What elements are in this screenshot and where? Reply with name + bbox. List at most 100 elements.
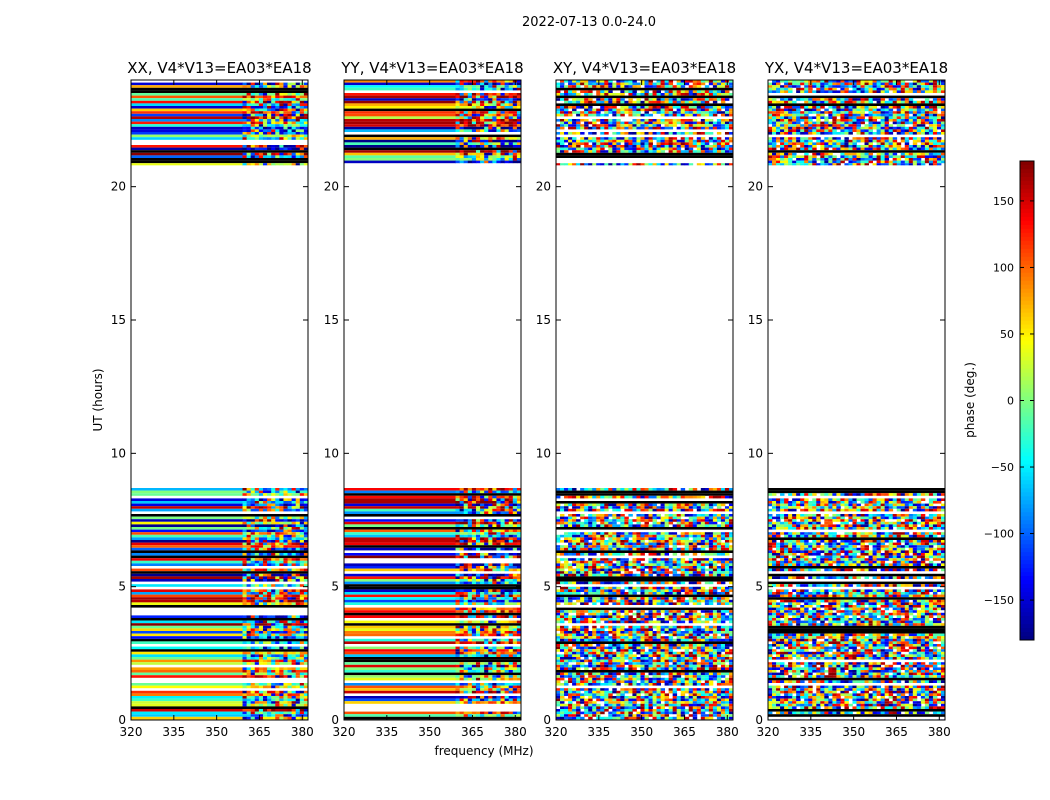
heatmap-cell [459,119,465,122]
heatmap-cell [291,540,297,543]
heatmap-cell [283,129,288,132]
heatmap-cell [279,547,284,551]
heatmap-cell [250,129,256,132]
heatmap-cell [500,119,506,122]
heatmap-cell [516,594,522,598]
heatmap-cell [283,516,288,520]
heatmap-cell [291,589,297,592]
heatmap-cell [267,163,272,166]
heatmap-cell [692,532,698,535]
heatmap-cell [576,495,581,499]
heatmap-cell [459,100,465,104]
heatmap-cell [303,670,309,673]
heatmap-cell [488,592,493,595]
heatmap-cell [596,545,601,548]
heatmap-cell [246,711,252,715]
heatmap-cell [508,488,514,491]
heatmap-cell [484,677,489,681]
heatmap-cell [459,511,465,514]
panel-background [131,80,308,720]
heatmap-cell [592,610,597,613]
heatmap-cell [246,597,252,600]
heatmap-cell [471,511,477,514]
heatmap-cell [299,625,305,629]
heatmap-cell [632,618,637,621]
heatmap-cell [471,683,477,686]
heatmap-cell [480,103,485,106]
heatmap-cell [492,675,497,678]
heatmap-cell [484,119,489,122]
heatmap-cell [475,155,481,158]
heatmap-cell [299,527,305,530]
heatmap-cell [262,641,268,644]
heatmap-cell [640,514,645,517]
heatmap-cell [271,506,276,509]
heatmap-row [344,615,457,618]
heatmap-cell [580,563,585,566]
heatmap-cell [471,126,477,130]
heatmap-cell [262,121,268,125]
heatmap-cell [471,641,477,644]
heatmap-cell [716,615,722,618]
heatmap-cell [291,602,297,605]
heatmap-cell [258,85,264,88]
heatmap-cell [712,488,718,491]
heatmap-cell [684,519,690,522]
heatmap-row [131,709,244,712]
heatmap-cell [480,129,485,132]
heatmap-cell [279,116,284,119]
heatmap-cell [664,532,670,535]
heatmap-cell [656,506,661,509]
heatmap-cell [492,711,497,715]
heatmap-cell [262,560,268,564]
heatmap-cell [516,555,522,559]
heatmap-cell [267,111,272,114]
heatmap-cell [724,553,730,556]
heatmap-cell [484,80,489,83]
heatmap-cell [612,628,617,631]
heatmap-cell [299,579,305,582]
heatmap-cell [500,566,506,569]
heatmap-cell [475,638,481,642]
heatmap-cell [455,155,461,158]
heatmap-cell [656,573,661,577]
heatmap-cell [267,85,272,88]
heatmap-cell [291,592,297,595]
heatmap-cell [496,519,501,522]
heatmap-cell [299,651,305,655]
heatmap-cell [471,80,477,83]
heatmap-cell [616,638,621,642]
heatmap-cell [588,633,593,637]
heatmap-cell [267,701,272,704]
heatmap-cell [560,597,565,600]
heatmap-cell [271,503,276,507]
heatmap-cell [584,636,589,639]
heatmap-cell [572,631,577,634]
heatmap-cell [708,563,714,566]
heatmap-cell [688,558,694,561]
heatmap-cell [572,644,577,647]
heatmap-cell [480,121,485,125]
heatmap-cell [704,636,710,639]
heatmap-cell [556,638,561,642]
heatmap-cell [636,638,641,642]
heatmap-cell [496,633,501,637]
heatmap-cell [716,540,722,543]
heatmap-cell [246,145,252,148]
heatmap-cell [475,532,481,535]
heatmap-cell [608,620,613,624]
heatmap-cell [728,586,734,590]
heatmap-cell [620,581,625,585]
heatmap-cell [700,537,706,540]
heatmap-cell [616,553,621,556]
heatmap-cell [299,508,305,512]
heatmap-cell [303,553,309,556]
heatmap-cell [572,534,577,538]
heatmap-cell [271,137,276,140]
heatmap-cell [644,620,649,624]
heatmap-cell [258,103,264,106]
heatmap-cell [644,547,649,551]
heatmap-cell [572,519,577,522]
heatmap-cell [279,589,284,592]
heatmap-cell [271,524,276,527]
